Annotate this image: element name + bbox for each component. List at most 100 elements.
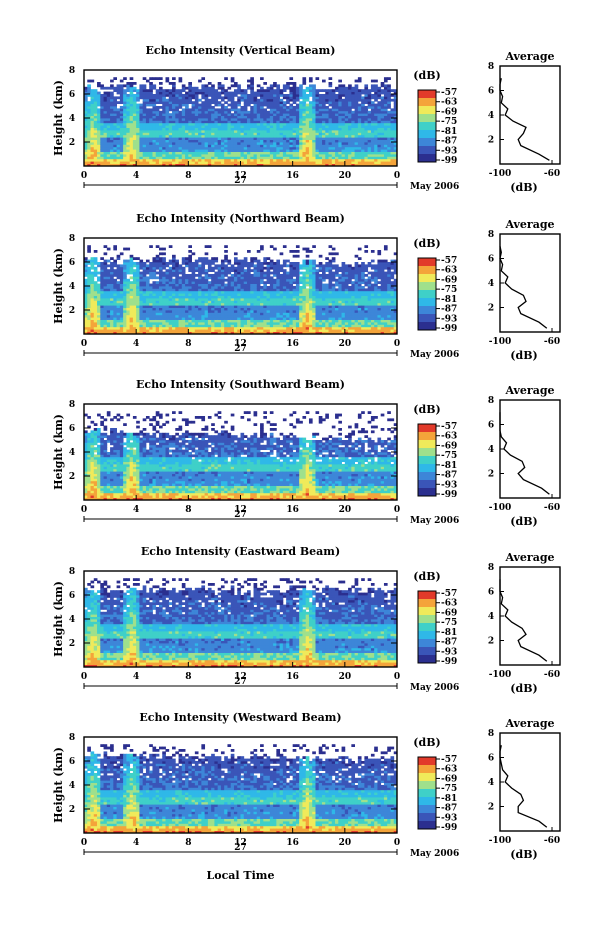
- heatmap-cell: [201, 118, 206, 121]
- heatmap-cell: [263, 290, 267, 294]
- heatmap-cell: [172, 103, 176, 107]
- heatmap-cell: [100, 305, 104, 308]
- heatmap-cell: [152, 305, 157, 308]
- heatmap-cell: [198, 98, 202, 102]
- heatmap-cell: [194, 132, 199, 136]
- heatmap-cell: [185, 286, 189, 289]
- heatmap-cell: [194, 156, 199, 160]
- heatmap-cell: [100, 298, 104, 301]
- heatmap-cell: [243, 276, 248, 280]
- heatmap-cell: [338, 120, 342, 124]
- heatmap-cell: [129, 314, 134, 318]
- heatmap-cell: [126, 247, 131, 251]
- heatmap-cell: [181, 142, 186, 145]
- heatmap-cell: [175, 149, 179, 152]
- heatmap-cell: [354, 96, 359, 100]
- heatmap-cell: [142, 149, 147, 152]
- heatmap-cell: [87, 118, 91, 121]
- heatmap-cell: [250, 151, 254, 155]
- heatmap-cell: [142, 144, 147, 148]
- heatmap-cell: [152, 139, 157, 143]
- heatmap-cell: [224, 245, 228, 248]
- heatmap-cell: [178, 146, 183, 150]
- heatmap-cell: [328, 144, 333, 148]
- heatmap-cell: [93, 283, 98, 287]
- heatmap-cell: [198, 312, 202, 316]
- heatmap-cell: [295, 161, 300, 164]
- heatmap-cell: [201, 331, 206, 335]
- heatmap-cell: [220, 139, 225, 143]
- heatmap-cell: [165, 134, 170, 138]
- heatmap-cell: [84, 288, 88, 292]
- heatmap-cell: [181, 137, 186, 140]
- heatmap-cell: [165, 154, 170, 157]
- heatmap-cell: [172, 77, 176, 80]
- heatmap-cell: [119, 283, 124, 287]
- heatmap-cell: [145, 98, 150, 102]
- heatmap-cell: [256, 300, 261, 304]
- heatmap-cell: [149, 127, 153, 131]
- heatmap-cell: [387, 151, 391, 155]
- heatmap-cell: [253, 266, 258, 270]
- heatmap-cell: [198, 115, 202, 119]
- heatmap-cell: [119, 86, 124, 90]
- heatmap-cell: [90, 307, 95, 311]
- heatmap-cell: [194, 122, 199, 126]
- heatmap-cell: [123, 118, 127, 121]
- heatmap-cell: [387, 101, 391, 104]
- heatmap-cell: [387, 77, 391, 80]
- heatmap-cell: [191, 276, 196, 280]
- heatmap-cell: [162, 295, 166, 299]
- heatmap-cell: [119, 281, 124, 284]
- heatmap-cell: [295, 163, 300, 167]
- heatmap-cell: [97, 82, 101, 85]
- heatmap-cell: [331, 89, 336, 92]
- heatmap-cell: [247, 151, 251, 155]
- heatmap-cell: [224, 271, 228, 275]
- heatmap-cell: [100, 161, 104, 164]
- heatmap-cell: [168, 122, 173, 126]
- heatmap-cell: [292, 137, 297, 140]
- heatmap-cell: [155, 144, 160, 148]
- heatmap-cell: [106, 120, 111, 124]
- heatmap-cell: [87, 281, 91, 284]
- heatmap-cell: [256, 314, 261, 318]
- heatmap-cell: [158, 161, 163, 164]
- heatmap-cell: [247, 271, 251, 275]
- heatmap-cell: [188, 319, 192, 323]
- heatmap-cell: [204, 106, 209, 109]
- heatmap-cell: [87, 91, 91, 95]
- heatmap-cell: [279, 132, 284, 136]
- heatmap-cell: [155, 288, 160, 292]
- heatmap-cell: [188, 278, 192, 282]
- heatmap-cell: [318, 113, 323, 116]
- heatmap-cell: [126, 295, 131, 299]
- heatmap-cell: [139, 158, 144, 162]
- heatmap-cell: [100, 127, 104, 131]
- heatmap-cell: [282, 154, 287, 157]
- avg-y-tick-label: 8: [488, 62, 494, 72]
- heatmap-cell: [325, 163, 329, 167]
- heatmap-cell: [338, 79, 342, 83]
- heatmap-cell: [338, 127, 342, 131]
- heatmap-cell: [279, 137, 284, 140]
- heatmap-cell: [253, 305, 258, 308]
- heatmap-cell: [100, 300, 104, 304]
- heatmap-cell: [387, 144, 391, 148]
- heatmap-cell: [299, 84, 303, 88]
- heatmap-cell: [289, 163, 294, 167]
- heatmap-cell: [263, 89, 267, 92]
- heatmap-cell: [201, 77, 206, 80]
- heatmap-cell: [136, 108, 140, 112]
- heatmap-cell: [361, 98, 365, 102]
- heatmap-cell: [162, 257, 166, 260]
- heatmap-cell: [220, 122, 225, 126]
- heatmap-cell: [377, 137, 382, 140]
- heatmap-cell: [93, 331, 98, 335]
- heatmap-cell: [132, 300, 137, 304]
- heatmap-cell: [263, 283, 267, 287]
- heatmap-cell: [132, 82, 137, 85]
- heatmap-cell: [175, 310, 179, 313]
- heatmap-cell: [97, 142, 101, 145]
- heatmap-cell: [367, 161, 372, 164]
